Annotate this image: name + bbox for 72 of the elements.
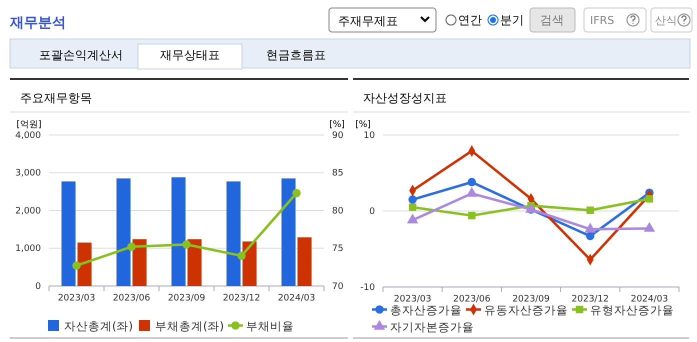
- bar: [242, 241, 256, 286]
- text: 재무분석: [9, 15, 66, 31]
- point: [525, 202, 537, 213]
- y-tick-label: 3,000: [15, 168, 42, 179]
- y2-axis-title: [%]: [329, 120, 345, 130]
- point: [292, 188, 301, 198]
- chart-title: 자산성장성지표: [363, 91, 447, 105]
- legend-label: 부채총계(좌): [154, 319, 224, 333]
- bar: [172, 177, 186, 286]
- point: [468, 212, 476, 220]
- point: [584, 222, 596, 232]
- x-tick-label: 2023/03: [394, 294, 432, 304]
- x-tick-label: 2023/06: [453, 294, 491, 304]
- y2-tick-label: 80: [332, 206, 344, 216]
- text: IFRS: [590, 14, 614, 27]
- text: 산식: [655, 14, 677, 27]
- y-axis-title: [%]: [355, 120, 371, 130]
- point: [406, 214, 418, 224]
- x-tick-label: 2023/12: [222, 293, 260, 304]
- legend-label: 부채비율: [246, 319, 294, 333]
- point: [408, 203, 416, 211]
- bar: [62, 181, 76, 286]
- y-tick-label: -10: [360, 282, 376, 293]
- x-tick-label: 2023/09: [512, 294, 550, 304]
- x-tick-label: 2023/09: [168, 293, 206, 304]
- point: [468, 178, 476, 186]
- text: 분기: [500, 13, 524, 27]
- x-tick-label: 2023/12: [572, 294, 609, 304]
- legend-label: 유형자산증가율: [590, 303, 674, 317]
- point: [644, 222, 656, 232]
- point: [237, 252, 246, 260]
- y2-tick-label: 90: [332, 130, 344, 141]
- text: 연간: [458, 13, 482, 27]
- point: [646, 195, 654, 203]
- legend-label: 유동자산증가율: [484, 303, 568, 317]
- chart-title: 주요재무항목: [20, 91, 92, 105]
- bar: [282, 178, 296, 286]
- y-tick-label: 4,000: [15, 130, 42, 141]
- x-tick-label: 2024/03: [278, 293, 316, 304]
- point: [182, 240, 191, 249]
- y-tick-label: 2,000: [15, 206, 42, 216]
- point: [586, 232, 594, 240]
- point: [586, 206, 594, 214]
- legend-label: 자산총계(좌): [64, 319, 133, 333]
- y2-tick-label: 70: [332, 282, 344, 292]
- x-tick-label: 2024/03: [630, 294, 668, 304]
- bar: [226, 181, 240, 286]
- y2-tick-label: 85: [332, 168, 344, 179]
- y-tick-label: 1,000: [15, 244, 42, 254]
- point: [72, 261, 81, 270]
- point: [408, 195, 417, 204]
- x-tick-label: 2023/06: [112, 293, 150, 304]
- y-tick-label: 10: [364, 130, 376, 141]
- text: 검색: [540, 13, 564, 27]
- text: 포괄손익계산서: [39, 48, 123, 62]
- x-tick-label: 2023/03: [58, 293, 96, 304]
- text: 주재무제표: [338, 14, 398, 28]
- y-axis-title: [억원]: [16, 120, 42, 130]
- bar: [188, 239, 202, 286]
- y2-tick-label: 75: [332, 244, 344, 254]
- legend-label: 총자산증가율: [390, 303, 462, 317]
- y-tick-label: 0: [35, 282, 42, 292]
- y-tick-label: 0: [369, 206, 376, 217]
- legend-label: 자기자본증가율: [390, 320, 474, 334]
- text: 현금흐름표: [266, 48, 326, 62]
- bar: [78, 242, 92, 286]
- bar: [132, 239, 146, 286]
- bar: [298, 237, 312, 286]
- point: [466, 187, 478, 197]
- text: 재무상태표: [160, 48, 220, 62]
- bar: [116, 178, 130, 286]
- point: [127, 242, 136, 251]
